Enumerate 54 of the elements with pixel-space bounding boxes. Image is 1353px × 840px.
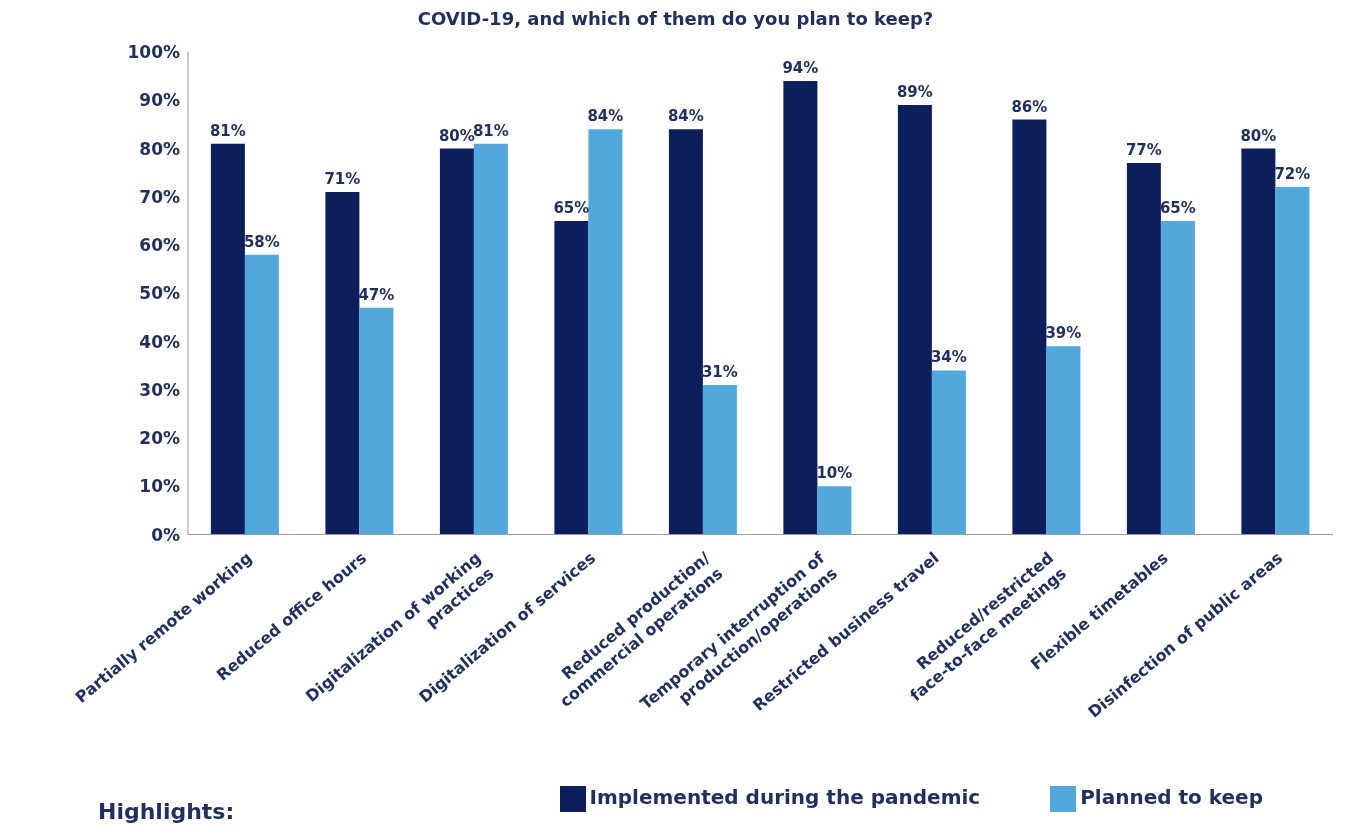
data-label: 47% [358, 285, 395, 304]
y-tick-label: 50% [139, 283, 180, 304]
data-label: 86% [1011, 97, 1048, 116]
data-label: 89% [896, 83, 933, 102]
chart-title: COVID-19, and which of them do you plan to keep? [416, 8, 935, 31]
data-label: 39% [1045, 324, 1082, 343]
bar [1012, 119, 1047, 535]
legend-label: Planned to keep [1080, 784, 1263, 809]
bar [588, 129, 623, 535]
bar [473, 143, 508, 535]
legend-label: Implemented during the pandemic [589, 784, 981, 809]
data-label: 77% [1125, 140, 1162, 159]
data-label: 71% [324, 169, 361, 188]
data-label: 80% [1240, 126, 1277, 145]
data-label: 72% [1274, 165, 1311, 184]
bar [702, 384, 737, 535]
text: Highlights: [98, 799, 235, 824]
y-tick-label: 90% [139, 90, 180, 111]
data-label: 94% [782, 58, 819, 77]
data-label: 84% [587, 107, 624, 126]
bar [668, 129, 703, 535]
bar [325, 191, 360, 535]
bar [783, 80, 818, 535]
y-tick-label: 30% [139, 379, 180, 400]
y-tick-label: 60% [139, 235, 180, 256]
y-tick-label: 80% [139, 138, 180, 159]
data-label: 31% [701, 362, 738, 381]
y-tick-label: 0% [151, 524, 180, 545]
bar [359, 307, 394, 535]
data-label: 65% [1159, 198, 1196, 217]
bar [1046, 346, 1081, 535]
bar [1241, 148, 1276, 535]
data-label: 84% [667, 107, 704, 126]
data-label: 80% [438, 126, 475, 145]
y-tick-label: 40% [139, 331, 180, 352]
bar [817, 486, 852, 535]
data-label: 65% [553, 198, 590, 217]
bar [1160, 220, 1195, 535]
data-label: 81% [209, 121, 246, 140]
bar [210, 143, 245, 535]
bar [554, 220, 589, 535]
data-label: 10% [816, 464, 853, 483]
bar [439, 148, 474, 535]
bar [1275, 187, 1310, 535]
y-tick-label: 100% [127, 42, 180, 63]
y-tick-label: 20% [139, 428, 180, 449]
y-tick-label: 10% [139, 476, 180, 497]
data-label: 58% [243, 232, 280, 251]
bar [244, 254, 279, 535]
y-tick-label: 70% [139, 186, 180, 207]
bar [1126, 162, 1161, 535]
bar [931, 370, 966, 535]
bar [897, 105, 932, 535]
data-label: 34% [930, 348, 967, 367]
